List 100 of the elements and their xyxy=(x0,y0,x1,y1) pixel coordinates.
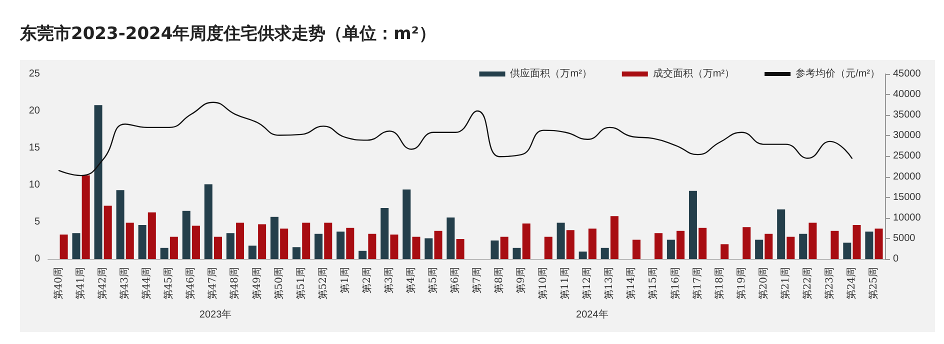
bar xyxy=(292,247,301,259)
bar xyxy=(116,190,124,259)
bar xyxy=(72,233,80,259)
bar xyxy=(390,234,398,259)
bar xyxy=(270,216,278,259)
y2-tick-label: 5000 xyxy=(893,232,916,244)
x-tick-label: 第51周 xyxy=(294,267,307,300)
x-tick-label: 第2周 xyxy=(360,267,373,294)
y2-tick-label: 45000 xyxy=(893,68,922,80)
x-tick-label: 第22周 xyxy=(801,267,814,300)
bar xyxy=(446,218,455,259)
bar xyxy=(126,222,134,259)
x-tick-label: 第8周 xyxy=(493,267,506,294)
bar xyxy=(786,236,795,259)
x-tick-label: 第40周 xyxy=(52,267,65,300)
y2-tick-label: 35000 xyxy=(893,110,922,121)
bar xyxy=(874,228,883,259)
bar xyxy=(214,236,222,259)
bar xyxy=(600,248,609,259)
y2-tick-label: 10000 xyxy=(893,212,922,224)
text: 2024年 xyxy=(576,308,608,320)
bar xyxy=(248,246,256,259)
bar xyxy=(424,238,433,259)
bar xyxy=(94,105,102,259)
bar xyxy=(258,224,266,259)
bar xyxy=(808,222,817,259)
bar xyxy=(302,222,310,259)
bar xyxy=(104,206,112,259)
bar xyxy=(314,234,323,259)
x-tick-label: 第9周 xyxy=(515,267,528,294)
x-tick-label: 第25周 xyxy=(867,267,880,300)
bar xyxy=(610,216,618,259)
x-tick-label: 第17周 xyxy=(691,267,704,300)
x-tick-label: 第13周 xyxy=(603,267,616,300)
legend-label: 供应面积（万m²） xyxy=(510,68,592,80)
bar xyxy=(500,236,508,259)
x-tick-label: 第16周 xyxy=(669,267,682,300)
y-tick-label: 10 xyxy=(28,180,40,190)
y2-tick-label: 40000 xyxy=(893,89,922,100)
y-tick-label: 15 xyxy=(28,142,40,154)
bar xyxy=(336,232,345,259)
y2-tick-label: 15000 xyxy=(893,192,922,203)
text: 2023年 xyxy=(199,308,232,320)
bar xyxy=(830,230,839,259)
bar xyxy=(544,236,552,259)
bar xyxy=(843,242,852,259)
bar xyxy=(799,234,808,259)
bar xyxy=(204,184,212,259)
line-series xyxy=(58,102,853,176)
x-tick-label: 第21周 xyxy=(779,267,792,300)
bar xyxy=(764,234,773,259)
bar xyxy=(490,240,499,259)
legend-label: 参考均价（元/m²） xyxy=(796,68,880,80)
y2-tick-label: 20000 xyxy=(893,171,922,182)
bar xyxy=(588,228,596,259)
x-tick-label: 第6周 xyxy=(448,267,461,294)
x-tick-label: 第19周 xyxy=(735,267,748,300)
x-tick-label: 第48周 xyxy=(228,267,241,300)
legend-label: 成交面积（万m²） xyxy=(652,68,735,80)
chart-title: 东莞市2023-2024年周度住宅供求走势（单位：m²） xyxy=(20,23,436,45)
bar xyxy=(192,226,200,259)
bar xyxy=(632,240,640,259)
bar xyxy=(358,250,367,259)
bar xyxy=(138,224,146,259)
bar xyxy=(654,233,663,259)
x-tick-label: 第46周 xyxy=(184,267,197,300)
x-tick-label: 第14周 xyxy=(625,267,638,300)
x-tick-label: 第50周 xyxy=(272,267,285,300)
x-tick-label: 第1周 xyxy=(338,267,351,294)
x-tick-label: 第20周 xyxy=(757,267,770,300)
bar xyxy=(402,189,411,259)
y-tick-label: 20 xyxy=(28,106,40,116)
bar xyxy=(324,222,332,259)
x-tick-label: 第11周 xyxy=(559,267,572,300)
bar xyxy=(666,240,675,259)
x-tick-label: 第52周 xyxy=(316,267,329,300)
x-tick-label: 第18周 xyxy=(713,267,726,300)
x-tick-label: 第12周 xyxy=(581,267,594,300)
x-tick-label: 第24周 xyxy=(845,267,858,300)
bar xyxy=(578,252,587,259)
bar xyxy=(456,239,464,259)
x-tick-label: 第10周 xyxy=(537,267,550,300)
bar xyxy=(742,227,751,259)
y2-tick-label: 25000 xyxy=(893,150,922,162)
x-tick-label: 第23周 xyxy=(823,267,836,300)
bar xyxy=(280,228,288,259)
bar xyxy=(368,234,376,259)
bar xyxy=(236,222,244,259)
bar xyxy=(777,209,786,259)
y-tick-label: 0 xyxy=(34,254,40,264)
x-tick-label: 第44周 xyxy=(140,267,153,300)
bar xyxy=(566,230,574,259)
bar xyxy=(346,228,354,259)
x-tick-label: 第43周 xyxy=(118,267,131,300)
bar xyxy=(170,236,178,259)
x-tick-label: 第45周 xyxy=(162,267,175,300)
x-tick-label: 第7周 xyxy=(471,267,484,294)
x-tick-label: 第3周 xyxy=(382,267,395,294)
bar xyxy=(865,232,874,259)
bar xyxy=(522,223,530,259)
